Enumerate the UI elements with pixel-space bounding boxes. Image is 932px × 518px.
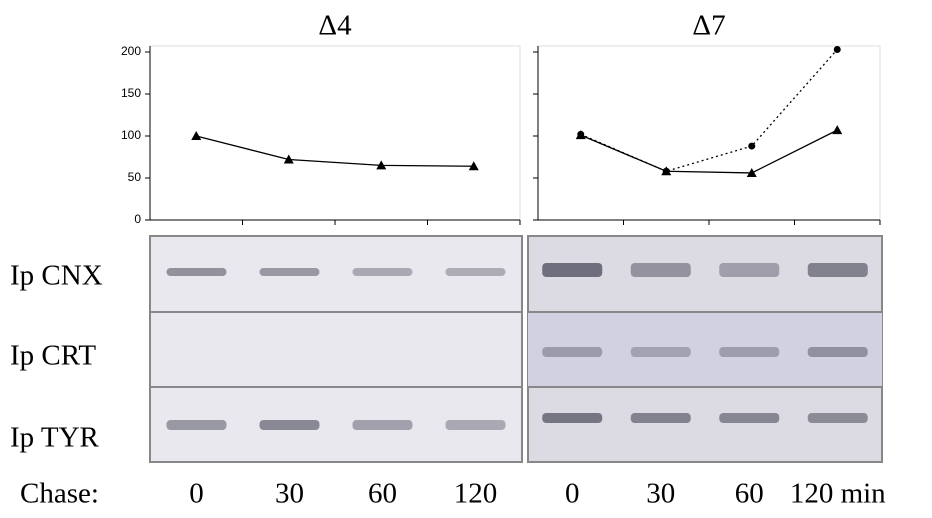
band [259, 420, 320, 430]
series-line [580, 49, 838, 172]
x-tick-label: 60 [735, 478, 764, 510]
marker [468, 161, 479, 171]
band [630, 413, 691, 423]
marker [376, 160, 387, 170]
x-tick-label: 60 [368, 478, 397, 510]
marker [832, 125, 843, 135]
series-line [196, 135, 474, 167]
marker [577, 130, 585, 138]
y-tick-label: 100 [121, 128, 141, 142]
band [542, 347, 603, 357]
band [259, 268, 320, 276]
band [445, 268, 506, 276]
chart-title: Δ4 [318, 10, 352, 42]
band [630, 347, 691, 357]
band [719, 413, 780, 423]
x-tick-label: 0 [565, 478, 580, 510]
band [542, 263, 603, 277]
band [630, 263, 691, 277]
chart-title: Δ7 [692, 10, 725, 42]
row-label: Ip CRT [10, 340, 96, 372]
plot-frame [149, 45, 521, 221]
marker [283, 154, 294, 164]
band [807, 413, 868, 423]
band [542, 413, 603, 423]
x-tick-label: 120 [454, 478, 498, 510]
y-tick-label: 150 [121, 86, 141, 100]
band [445, 420, 506, 430]
band [807, 263, 868, 277]
row-label: Ip CNX [10, 260, 103, 292]
band [719, 347, 780, 357]
band [719, 263, 780, 277]
marker [191, 131, 202, 140]
y-tick-label: 200 [121, 44, 141, 58]
marker [833, 45, 841, 53]
y-tick-label: 0 [134, 212, 141, 226]
x-tick-label: 0 [189, 478, 204, 510]
marker [748, 142, 756, 150]
x-tick-label: 30 [275, 478, 304, 510]
x-tick-label: 120 min [790, 478, 886, 510]
y-tick-label: 50 [128, 170, 142, 184]
series-line [580, 129, 838, 174]
band [352, 268, 413, 276]
marker [746, 167, 757, 177]
marker [662, 167, 670, 175]
band [166, 420, 227, 430]
x-tick-label: 30 [646, 478, 675, 510]
plot-frame [537, 45, 881, 221]
row-label: Ip TYR [10, 422, 100, 454]
chase-label: Chase: [20, 478, 99, 510]
band [807, 347, 868, 357]
blot-row [528, 313, 882, 386]
band [352, 420, 413, 430]
bands [166, 263, 868, 430]
band [166, 268, 227, 276]
